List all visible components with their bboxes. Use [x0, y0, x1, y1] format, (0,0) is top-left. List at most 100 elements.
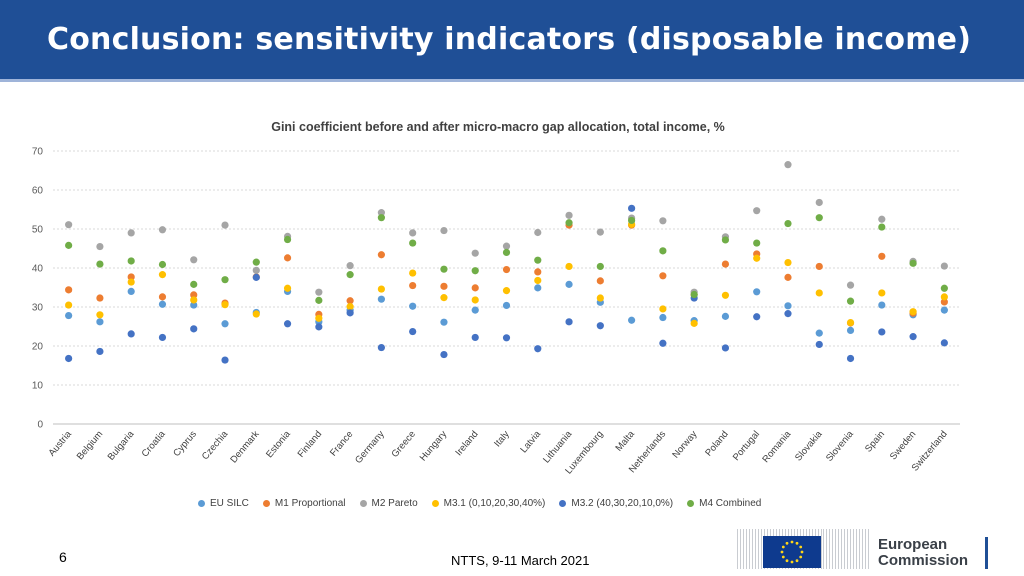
data-point: [846, 354, 855, 363]
data-point: [96, 260, 104, 268]
data-point: [158, 300, 167, 308]
x-tick-label: Portugal: [731, 429, 762, 463]
x-tick-label: Lithuania: [541, 428, 575, 465]
data-point: [690, 319, 698, 327]
data-point: [65, 301, 73, 309]
data-point: [534, 276, 542, 285]
x-tick-label: Cyprus: [171, 429, 199, 459]
logo-accent-bar: [985, 537, 988, 569]
data-point: [190, 256, 198, 264]
data-point: [96, 347, 104, 356]
data-point: [346, 309, 354, 317]
data-point: [628, 316, 636, 324]
slide-header: Conclusion: sensitivity indicators (disp…: [0, 0, 1024, 82]
data-point: [127, 229, 135, 237]
data-point: [909, 308, 917, 316]
chart-title: Gini coefficient before and after micro-…: [271, 120, 725, 134]
x-tick-label: Bulgaria: [106, 428, 137, 462]
data-point: [659, 247, 667, 255]
legend-label: EU SILC: [210, 498, 249, 509]
data-point: [721, 344, 730, 352]
data-point: [784, 273, 792, 281]
data-point: [252, 273, 260, 281]
data-point: [377, 295, 385, 303]
data-point: [534, 256, 542, 264]
data-point: [315, 323, 323, 331]
data-point: [815, 329, 823, 337]
x-tick-label: Denmark: [228, 429, 261, 466]
data-point: [534, 345, 542, 353]
data-point: [878, 223, 886, 231]
data-point: [283, 320, 292, 328]
data-point: [596, 322, 604, 330]
data-point: [596, 277, 604, 285]
data-point: [96, 311, 104, 319]
data-point: [753, 288, 761, 296]
data-point: [534, 268, 542, 276]
data-point: [565, 211, 573, 219]
data-point: [471, 284, 479, 292]
data-point: [878, 328, 886, 336]
data-point: [659, 272, 667, 280]
data-point: [190, 296, 198, 304]
x-tick-label: Ireland: [453, 429, 480, 458]
data-point: [471, 267, 479, 275]
data-point: [158, 271, 167, 279]
data-point: [502, 334, 511, 342]
data-point: [940, 293, 948, 301]
data-point: [846, 281, 855, 289]
x-tick-label: Belgium: [75, 429, 106, 462]
data-point: [471, 296, 479, 304]
data-point: [65, 286, 73, 294]
eu-flag-icon: [763, 536, 821, 568]
data-point: [909, 333, 917, 341]
data-point: [440, 318, 448, 326]
data-point: [158, 333, 167, 342]
data-point: [721, 291, 730, 299]
legend-marker: [359, 500, 367, 507]
data-point: [940, 306, 948, 314]
data-point: [784, 302, 792, 310]
x-tick-label: Finland: [296, 429, 324, 460]
data-point: [283, 254, 292, 262]
legend-marker: [262, 500, 270, 507]
data-point: [784, 258, 792, 267]
data-point: [721, 236, 730, 244]
x-tick-label: Croatia: [140, 428, 169, 459]
data-point: [377, 209, 385, 217]
data-point: [721, 260, 730, 268]
data-points: [65, 161, 948, 364]
y-tick-label: 40: [32, 264, 44, 275]
data-point: [659, 305, 667, 313]
x-tick-label: Estonia: [264, 428, 293, 460]
data-point: [440, 226, 448, 235]
data-point: [158, 293, 167, 301]
data-point: [409, 229, 417, 237]
data-point: [65, 311, 73, 320]
data-point: [190, 280, 198, 288]
legend-marker: [198, 500, 205, 507]
data-point: [409, 239, 417, 247]
logo-text: European Commission: [878, 537, 968, 569]
logo-building-graphic: [823, 529, 869, 569]
x-axis-ticks: Austria Belgium Bulgaria Croatia Cyprus Czech…: [46, 428, 949, 476]
data-point: [158, 260, 167, 269]
data-point: [815, 289, 823, 297]
data-point: [940, 339, 948, 347]
data-point: [909, 259, 917, 267]
data-point: [440, 265, 448, 273]
data-point: [409, 302, 417, 310]
data-point: [283, 235, 292, 244]
slide-title: Conclusion: sensitivity indicators (disp…: [47, 22, 972, 57]
data-point: [940, 284, 948, 292]
data-point: [502, 287, 511, 295]
x-tick-label: Slovakia: [793, 428, 825, 463]
data-point: [815, 262, 823, 271]
data-point: [784, 219, 792, 228]
data-point: [409, 327, 417, 336]
data-point: [534, 284, 542, 292]
x-tick-label: Malta: [614, 428, 638, 453]
data-point: [315, 296, 323, 304]
logo-text-line2: Commission: [878, 552, 969, 569]
data-point: [127, 278, 135, 286]
